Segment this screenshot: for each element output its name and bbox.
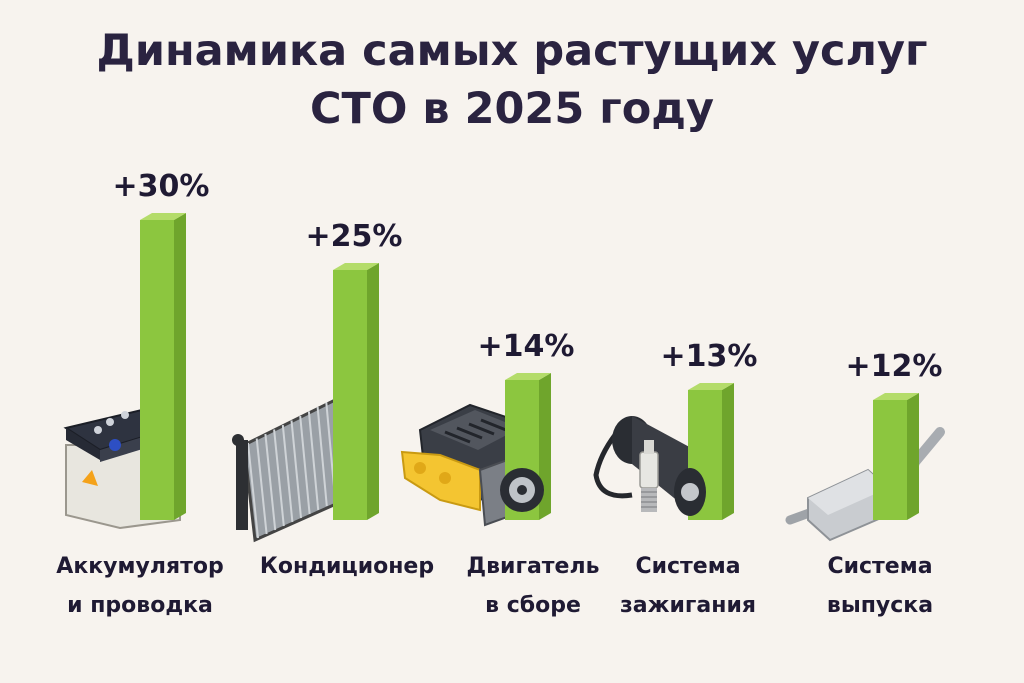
page-title: Динамика самых растущих услуг СТО в 2025… [0, 22, 1024, 138]
category-label-5-line-2: выпуска [827, 593, 933, 618]
bar-2-side [367, 263, 379, 520]
bar-1: +30% [113, 169, 210, 520]
bar-1-front [140, 220, 174, 520]
category-label-5-line-1: Система [827, 554, 932, 579]
bar-3-top [505, 373, 551, 380]
icon-layer [63, 397, 945, 543]
category-label-1-line-2: и проводка [67, 593, 213, 618]
category-label-3-line-2: в сборе [485, 593, 581, 618]
bar-1-side [174, 213, 186, 520]
value-label-5: +12% [846, 349, 943, 384]
value-label-1: +30% [113, 169, 210, 204]
title-line-1: Динамика самых растущих услуг [96, 26, 928, 76]
bar-4-top [688, 383, 734, 390]
bar-5-front [873, 400, 907, 520]
category-label-3-line-1: Двигатель [467, 554, 600, 579]
value-label-2: +25% [306, 219, 403, 254]
category-label-4-line-1: Система [635, 554, 740, 579]
bar-5: +12% [846, 349, 943, 520]
bar-5-side [907, 393, 919, 520]
bar-1-top [140, 213, 186, 220]
bar-5-top [873, 393, 919, 400]
bar-2-top [333, 263, 379, 270]
bar-2: +25% [306, 219, 403, 520]
category-label-1-line-1: Аккумулятор [56, 554, 223, 579]
title-line-2: СТО в 2025 году [309, 84, 714, 134]
category-labels: Аккумулятор и проводка Кондиционер Двигател… [56, 554, 933, 618]
bar-4-side [722, 383, 734, 520]
icon-layer-front [500, 468, 706, 516]
value-label-3: +14% [478, 329, 575, 364]
bars: +30% +25% +14% +13% +12% [113, 169, 943, 520]
bar-2-front [333, 270, 367, 520]
category-label-2-line-1: Кондиционер [260, 554, 434, 579]
value-label-4: +13% [661, 339, 758, 374]
category-label-4-line-2: зажигания [620, 593, 756, 618]
